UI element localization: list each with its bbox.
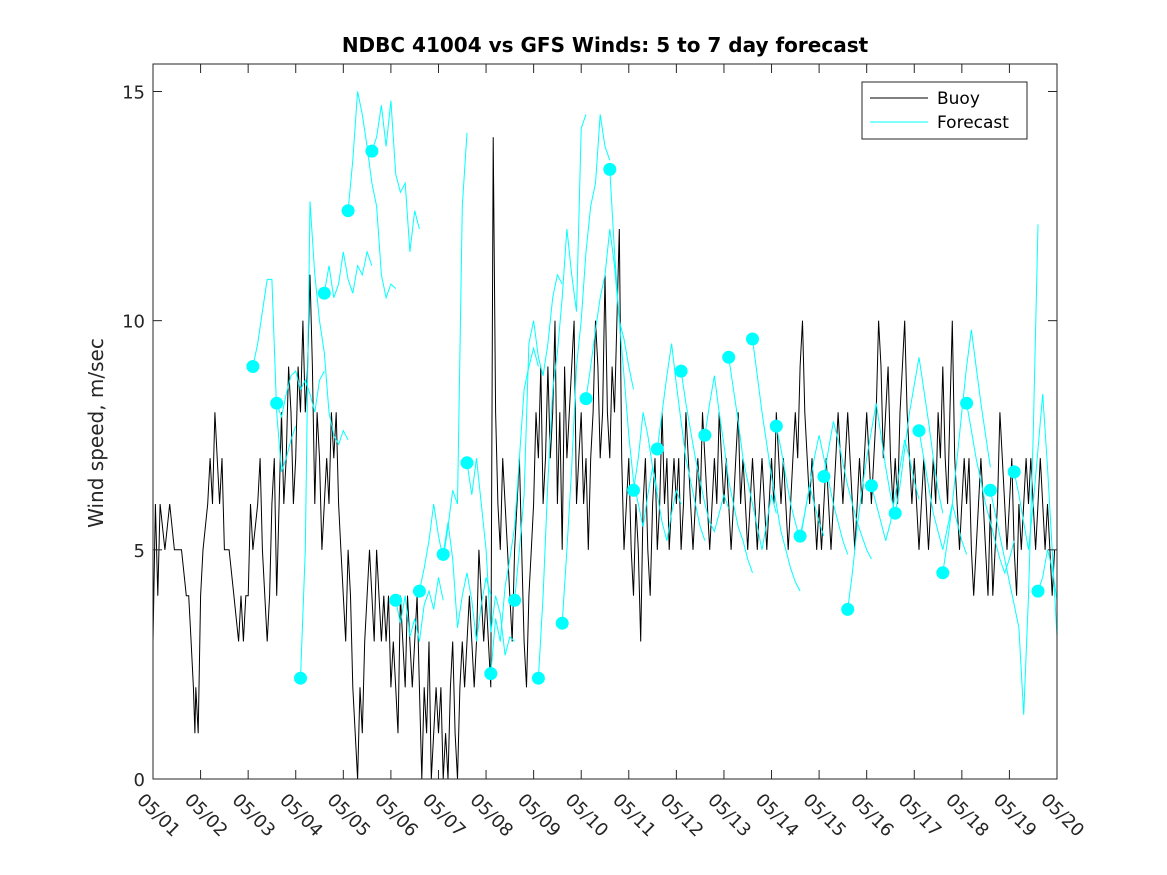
forecast-line xyxy=(490,346,539,674)
forecast-line xyxy=(537,114,587,679)
axes-box xyxy=(152,63,1058,780)
forecast-start-point xyxy=(531,671,545,685)
y-tick-label: 15 xyxy=(122,83,145,104)
forecast-start-point xyxy=(317,286,331,300)
forecast-start-point xyxy=(508,593,522,607)
forecast-start-point xyxy=(579,392,593,406)
forecast-start-point xyxy=(555,616,569,630)
legend-forecast-label: Forecast xyxy=(937,113,1009,133)
forecast-start-point xyxy=(294,671,307,685)
forecast-start-point xyxy=(412,584,426,598)
forecast-line xyxy=(894,357,944,514)
forecast-line xyxy=(276,370,325,419)
forecast-start-point xyxy=(1031,584,1045,598)
forecast-start-point xyxy=(888,506,902,520)
forecast-start-point xyxy=(936,566,950,580)
plot-background xyxy=(153,64,1057,779)
forecast-markers xyxy=(246,144,1045,685)
forecast-start-point xyxy=(460,456,474,470)
forecast-line xyxy=(799,435,849,555)
plot-area xyxy=(152,64,1058,780)
y-axis-label: Wind speed, m/sec xyxy=(84,338,108,528)
forecast-start-point xyxy=(270,396,284,410)
forecast-line xyxy=(942,329,991,573)
forecast-start-point xyxy=(698,428,712,442)
chart-title: NDBC 41004 vs GFS Winds: 5 to 7 day fore… xyxy=(342,33,869,57)
buoy-series xyxy=(152,137,1056,780)
forecast-line xyxy=(514,273,563,601)
forecast-line xyxy=(323,250,373,298)
forecast-line xyxy=(300,201,349,679)
forecast-line xyxy=(347,91,397,300)
forecast-start-point xyxy=(912,424,926,438)
legend-box xyxy=(861,81,1028,140)
forecast-line xyxy=(442,522,492,642)
forecast-start-point xyxy=(793,529,807,543)
forecast-line xyxy=(680,371,730,533)
forecast-line xyxy=(609,169,658,528)
forecast-start-point xyxy=(983,483,997,497)
forecast-line xyxy=(823,421,872,560)
y-tick-label: 5 xyxy=(134,541,145,562)
forecast-start-point xyxy=(746,332,759,346)
forecast-line xyxy=(728,357,777,550)
forecast-start-point xyxy=(436,547,450,561)
forecast-series xyxy=(252,91,1058,715)
y-tick-label: 10 xyxy=(122,312,145,333)
axes xyxy=(152,63,1058,780)
legend-buoy-label: Buoy xyxy=(937,89,980,109)
forecast-start-point xyxy=(960,396,974,410)
forecast-line xyxy=(656,343,706,541)
forecast-start-point xyxy=(841,602,855,616)
forecast-start-point xyxy=(365,144,379,158)
forecast-start-point xyxy=(674,364,688,378)
forecast-start-point xyxy=(864,479,878,493)
forecast-line xyxy=(989,224,1039,715)
forecast-line xyxy=(918,430,968,555)
forecast-line xyxy=(1013,393,1058,637)
buoy-line xyxy=(152,137,1056,780)
forecast-start-point xyxy=(341,204,355,218)
forecast-start-point xyxy=(650,442,664,456)
forecast-line xyxy=(1037,549,1058,601)
forecast-line xyxy=(585,228,634,399)
forecast-line xyxy=(633,412,682,541)
forecast-line xyxy=(704,375,753,573)
forecast-line xyxy=(847,403,896,610)
forecast-start-point xyxy=(484,667,498,681)
forecast-start-point xyxy=(389,593,403,607)
forecast-start-point xyxy=(627,483,640,497)
forecast-line xyxy=(752,338,801,592)
forecast-start-point xyxy=(603,162,617,176)
forecast-line xyxy=(395,577,444,642)
forecast-line xyxy=(466,458,515,656)
y-tick-label: 0 xyxy=(134,770,145,791)
forecast-start-point xyxy=(722,350,736,364)
forecast-start-point xyxy=(817,470,831,483)
forecast-start-point xyxy=(246,360,260,373)
forecast-start-point xyxy=(769,419,783,433)
forecast-line xyxy=(252,278,297,473)
forecast-start-point xyxy=(1007,465,1021,479)
legend: Buoy Forecast xyxy=(861,81,1028,140)
forecast-line xyxy=(561,114,611,624)
forecast-line xyxy=(870,439,920,541)
forecast-line xyxy=(371,100,420,252)
